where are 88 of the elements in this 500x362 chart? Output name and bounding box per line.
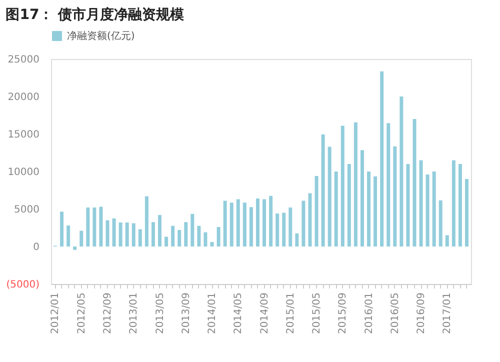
bar [288, 208, 292, 246]
x-tick-label: 2014/01 [207, 292, 218, 334]
bar [360, 150, 364, 246]
y-tick-label: 10000 [8, 167, 40, 178]
bar [99, 206, 103, 246]
x-tick-label: 2014/09 [259, 292, 270, 334]
bar [158, 215, 162, 246]
bar [302, 200, 306, 246]
y-tick-label: 0 [33, 242, 40, 253]
bar [216, 227, 220, 246]
bar [236, 199, 240, 246]
bar [400, 96, 404, 246]
bar [340, 126, 344, 246]
bar [178, 230, 182, 246]
bar [321, 134, 325, 246]
bar [354, 122, 358, 246]
x-tick-label: 2014/05 [233, 292, 244, 334]
bar [438, 200, 442, 246]
bar [184, 222, 188, 246]
bar [314, 176, 318, 246]
bar [308, 193, 312, 246]
bar [276, 214, 280, 246]
bar [66, 226, 70, 246]
bar [92, 208, 96, 246]
bar [249, 207, 253, 246]
x-tick-label: 2013/09 [180, 292, 192, 334]
bar [80, 230, 84, 246]
chart-title: 图17： 债市月度净融资规模 [6, 6, 186, 23]
x-tick-label: 2016/05 [390, 292, 401, 334]
x-tick-label: 2012/01 [50, 292, 62, 334]
bar [328, 146, 332, 246]
bar [374, 176, 378, 246]
legend-label: 净融资额(亿元) [67, 30, 135, 42]
x-tick-label: 2015/01 [285, 292, 296, 334]
bar [204, 232, 208, 246]
bar [171, 226, 175, 246]
bar [73, 246, 77, 250]
bar [465, 179, 469, 246]
bar [164, 236, 168, 246]
bar [426, 174, 430, 246]
y-tick-label: 20000 [8, 92, 40, 103]
x-tick-label: 2013/01 [128, 292, 140, 334]
bar [138, 229, 142, 246]
bar [393, 146, 397, 246]
y-tick-label: 5000 [14, 204, 40, 216]
bar [60, 212, 64, 246]
bar [256, 198, 260, 246]
x-tick-label: 2013/05 [154, 292, 166, 334]
bar [132, 223, 136, 246]
bar [118, 222, 122, 246]
bar [269, 196, 273, 246]
x-tick-label: 2017/01 [442, 292, 454, 334]
bar [262, 199, 266, 246]
y-tick-label: 25000 [8, 54, 40, 66]
bar [367, 172, 371, 246]
x-tick-label: 2016/01 [364, 292, 375, 334]
bar [347, 164, 351, 246]
x-tick-label: 2012/05 [76, 292, 88, 334]
x-tick-label: 2015/05 [312, 292, 323, 334]
bar [223, 200, 227, 246]
bar [282, 212, 286, 246]
bar [432, 172, 436, 246]
bar [334, 172, 338, 246]
bar [197, 226, 201, 246]
bar [230, 202, 234, 246]
bar [445, 235, 449, 246]
bar [151, 222, 155, 246]
x-tick-label: 2012/09 [102, 292, 114, 334]
bar [380, 71, 384, 246]
bar [190, 214, 194, 246]
bar [386, 123, 390, 246]
bar [242, 202, 246, 246]
bar [406, 164, 410, 246]
bar [458, 164, 462, 246]
bar [125, 222, 129, 246]
bar [295, 233, 299, 246]
bar [106, 220, 110, 246]
bar [144, 196, 148, 246]
x-tick-label: 2015/09 [338, 292, 349, 334]
bar [412, 119, 416, 246]
bar [210, 242, 214, 246]
bar [419, 160, 423, 246]
bar [452, 160, 456, 246]
y-tick-label: (5000) [6, 280, 40, 290]
y-tick-label: 15000 [8, 130, 40, 140]
bar [86, 208, 90, 246]
bar [112, 218, 116, 246]
x-tick-label: 2016/09 [416, 292, 428, 334]
